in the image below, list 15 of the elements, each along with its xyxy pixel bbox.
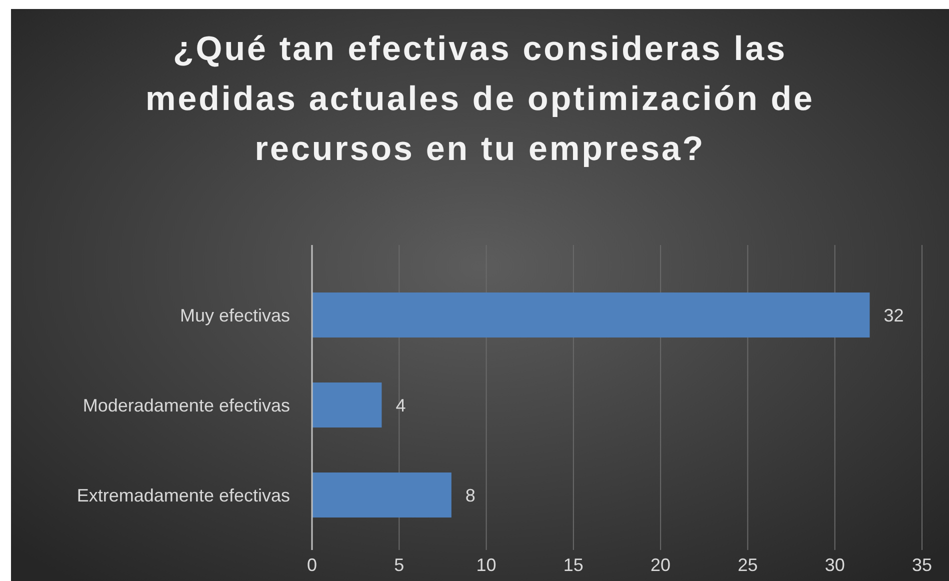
x-tick-label: 35: [912, 555, 932, 575]
y-tick-label: Muy efectivas: [180, 305, 290, 326]
data-label: 8: [465, 485, 476, 506]
x-tick-label: 10: [476, 555, 496, 575]
chart-title: ¿Qué tan efectivas consideras las medidas actuales de optimización de recursos en tu empresa?: [146, 30, 814, 168]
x-tick-label: 5: [394, 555, 404, 575]
x-tick-label: 25: [738, 555, 758, 575]
data-label: 32: [884, 305, 904, 326]
x-tick-label: 30: [824, 555, 845, 575]
y-tick-label: Moderadamente efectivas: [82, 395, 290, 416]
data-label: 4: [396, 395, 406, 416]
x-tick-label: 20: [650, 555, 671, 575]
x-tick-label: 0: [306, 555, 318, 575]
x-tick-label: 15: [563, 555, 584, 575]
y-tick-label: Extremadamente efectivas: [76, 485, 290, 506]
